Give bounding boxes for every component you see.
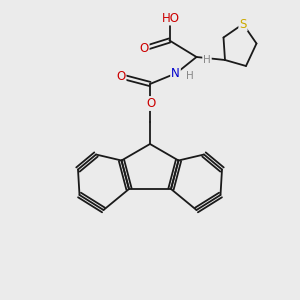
Text: H: H	[203, 55, 211, 65]
Text: N: N	[171, 67, 180, 80]
Text: O: O	[116, 70, 125, 83]
Text: O: O	[140, 41, 148, 55]
Text: HO: HO	[162, 11, 180, 25]
Text: S: S	[239, 17, 247, 31]
Text: O: O	[146, 97, 155, 110]
Text: H: H	[186, 71, 194, 81]
